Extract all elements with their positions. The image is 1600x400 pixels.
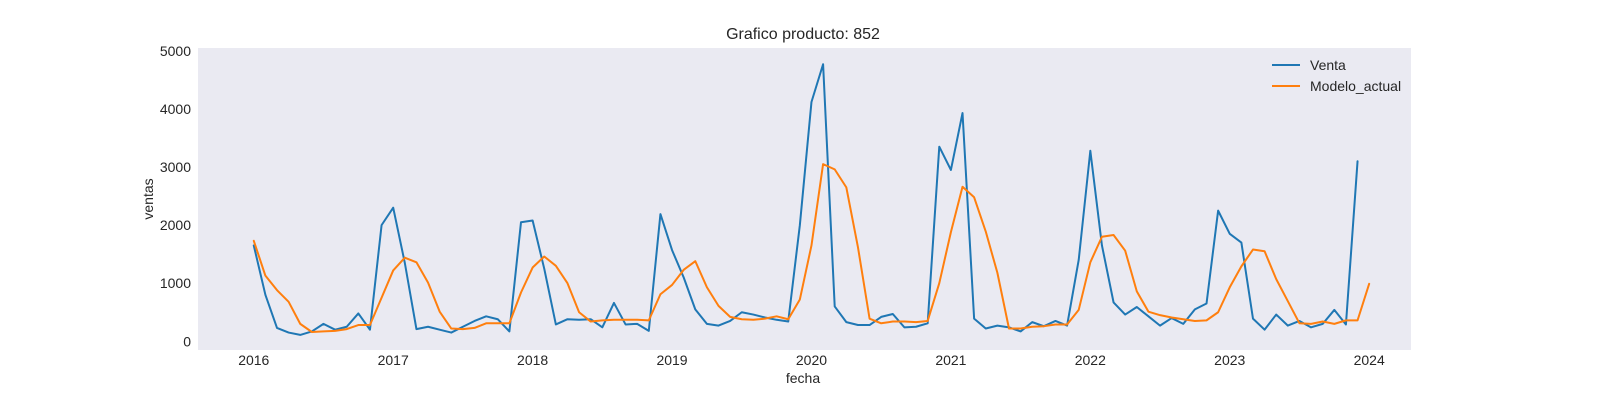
x-axis-ticks: 2016 2017 2018 2019 2020 2021 2022 2023 2024 — [238, 352, 1385, 368]
x-tick-label: 2021 — [935, 352, 966, 368]
x-axis-label: fecha — [786, 370, 820, 386]
x-tick-label: 2022 — [1075, 352, 1106, 368]
y-tick-label: 4000 — [160, 101, 191, 117]
y-axis-ticks: 0 1000 2000 3000 4000 5000 — [160, 43, 191, 349]
y-tick-label: 1000 — [160, 275, 191, 291]
legend-label: Venta — [1310, 57, 1346, 73]
series-line-venta — [252, 63, 1359, 336]
y-tick-label: 5000 — [160, 43, 191, 59]
chart-title: Grafico producto: 852 — [726, 26, 880, 43]
x-tick-label: 2019 — [656, 352, 687, 368]
series-layer — [252, 63, 1371, 336]
y-axis-label: ventas — [140, 178, 156, 219]
series-line-modelo_actual — [252, 163, 1371, 333]
x-tick-label: 2018 — [517, 352, 548, 368]
x-tick-label: 2020 — [796, 352, 827, 368]
plot-area — [198, 48, 1411, 350]
x-tick-label: 2016 — [238, 352, 269, 368]
x-tick-label: 2023 — [1214, 352, 1245, 368]
y-tick-label: 0 — [183, 333, 191, 349]
x-tick-label: 2024 — [1354, 352, 1385, 368]
legend: Venta Modelo_actual — [1272, 57, 1401, 94]
y-tick-label: 3000 — [160, 159, 191, 175]
y-tick-label: 2000 — [160, 217, 191, 233]
x-tick-label: 2017 — [378, 352, 409, 368]
legend-label: Modelo_actual — [1310, 78, 1401, 94]
